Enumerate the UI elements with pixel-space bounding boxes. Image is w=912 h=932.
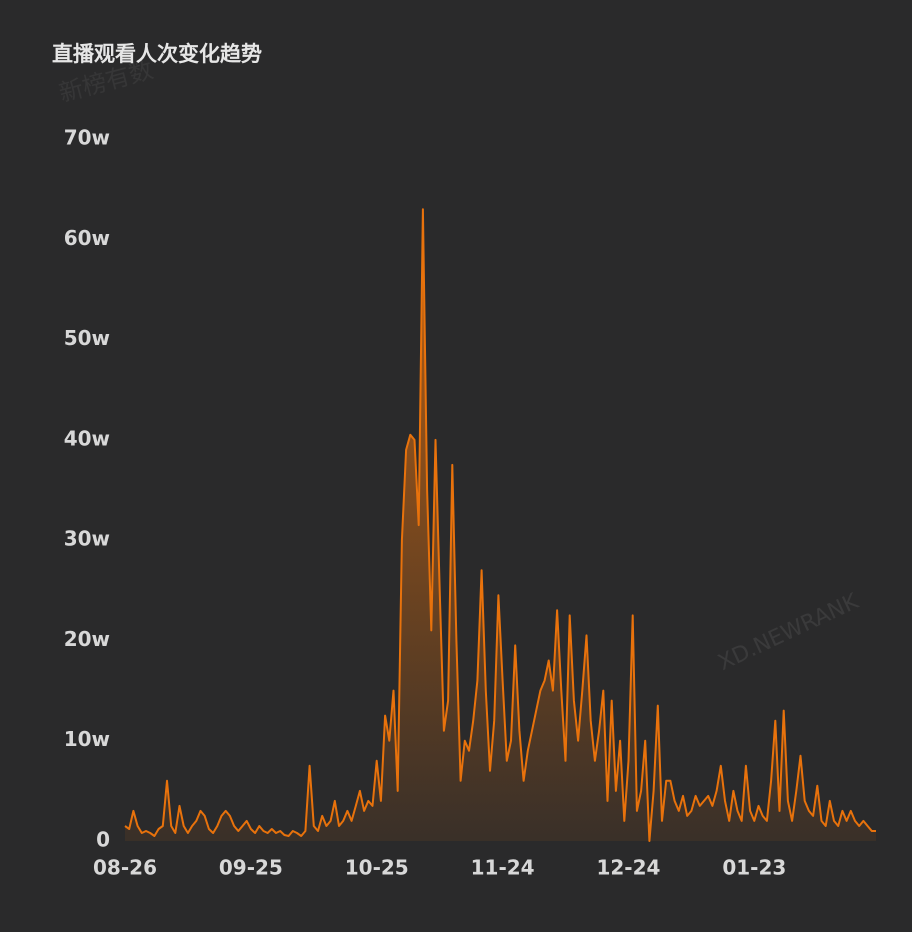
x-tick-label: 12-24 — [596, 856, 660, 880]
line — [124, 208, 876, 842]
x-tick-label: 11-24 — [471, 856, 535, 880]
x-tick-label: 01-23 — [722, 856, 786, 880]
y-tick-label: 60w — [64, 226, 110, 250]
area-fill — [125, 209, 876, 841]
x-tick-label: 09-25 — [219, 856, 283, 880]
x-tick-label: 08-26 — [93, 856, 157, 880]
chart-title: 直播观看人次变化趋势 — [52, 42, 262, 66]
y-tick-label: 50w — [64, 326, 110, 350]
y-tick-label: 70w — [64, 126, 110, 150]
y-tick-label: 30w — [64, 527, 110, 551]
y-tick-label: 20w — [64, 627, 110, 651]
y-tick-label: 40w — [64, 426, 110, 450]
y-tick-label: 0 — [96, 828, 110, 852]
y-tick-label: 10w — [64, 727, 110, 751]
x-tick-label: 10-25 — [345, 856, 409, 880]
